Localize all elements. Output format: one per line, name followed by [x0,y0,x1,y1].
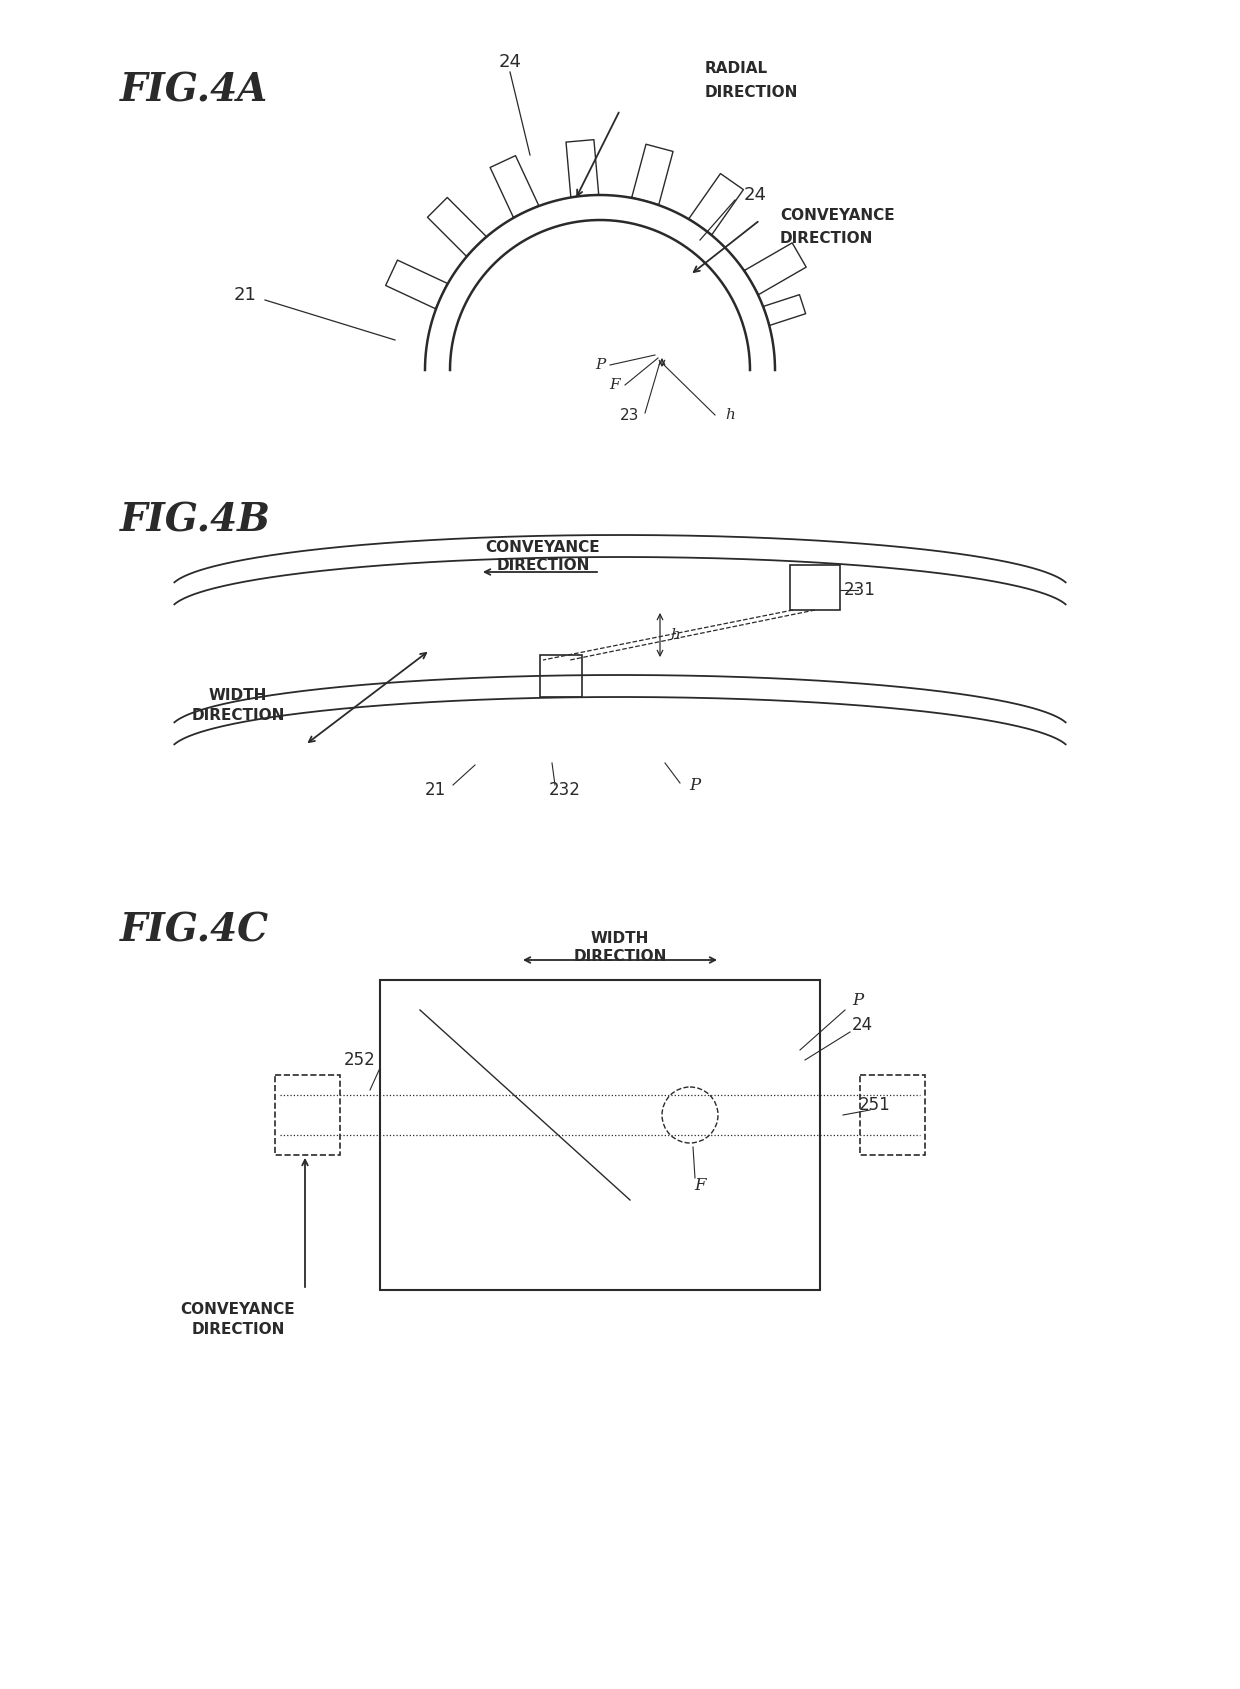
Text: P: P [595,358,605,372]
Text: DIRECTION: DIRECTION [191,1322,285,1338]
Text: FIG.4A: FIG.4A [120,71,268,110]
Text: DIRECTION: DIRECTION [191,708,285,723]
Bar [275,1074,340,1155]
Text: CONVEYANCE: CONVEYANCE [181,1302,295,1317]
Text: 21: 21 [424,780,445,799]
Text: 251: 251 [859,1096,890,1115]
Text: 24: 24 [744,186,766,204]
Text: 24: 24 [498,52,522,71]
Text: DIRECTION: DIRECTION [496,559,590,574]
Text: 231: 231 [844,581,875,600]
Text: DIRECTION: DIRECTION [780,230,873,245]
Text: CONVEYANCE: CONVEYANCE [486,540,600,556]
Text: CONVEYANCE: CONVEYANCE [780,208,894,223]
Text: P: P [689,777,701,794]
Text: P: P [852,991,863,1008]
Text: 21: 21 [233,285,257,304]
Bar [790,566,839,610]
Bar [539,655,582,698]
Text: F: F [694,1177,706,1194]
Bar [379,980,820,1290]
Text: F: F [610,378,620,392]
Text: 232: 232 [549,780,580,799]
Text: DIRECTION: DIRECTION [706,84,799,100]
Text: FIG.4B: FIG.4B [120,502,272,539]
Text: 24: 24 [852,1017,873,1034]
Text: WIDTH: WIDTH [590,931,650,946]
Bar [861,1074,925,1155]
Text: RADIAL: RADIAL [706,61,768,76]
Text: h: h [670,628,680,642]
Text: h: h [725,409,735,422]
Text: FIG.4C: FIG.4C [120,910,269,949]
Text: WIDTH: WIDTH [208,687,267,703]
Text: 23: 23 [620,407,640,422]
Circle shape [662,1088,718,1143]
Text: DIRECTION: DIRECTION [573,949,667,963]
Text: 252: 252 [345,1051,376,1069]
